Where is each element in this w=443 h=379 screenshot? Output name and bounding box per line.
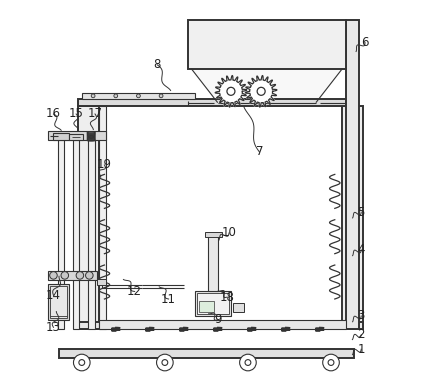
Circle shape	[85, 272, 93, 279]
Bar	[53, 133, 69, 139]
Circle shape	[257, 87, 265, 95]
Bar	[195, 291, 231, 316]
Circle shape	[245, 360, 251, 365]
Circle shape	[50, 272, 57, 279]
Circle shape	[156, 354, 173, 371]
Circle shape	[159, 94, 163, 98]
Text: 8: 8	[154, 58, 161, 71]
Bar	[346, 20, 359, 329]
Circle shape	[114, 94, 118, 98]
Text: 16: 16	[46, 108, 61, 121]
Polygon shape	[215, 75, 247, 107]
Circle shape	[91, 94, 95, 98]
Circle shape	[136, 94, 140, 98]
Text: 14: 14	[46, 289, 61, 302]
Text: 15: 15	[69, 108, 84, 121]
Polygon shape	[191, 23, 342, 103]
Bar	[59, 349, 354, 357]
Text: 1: 1	[358, 343, 365, 356]
Circle shape	[79, 360, 85, 365]
Text: 9: 9	[214, 313, 222, 326]
Bar	[208, 235, 218, 291]
Text: 2: 2	[358, 328, 365, 341]
Circle shape	[328, 360, 334, 365]
Bar	[205, 232, 222, 237]
Circle shape	[76, 272, 84, 279]
Bar	[197, 293, 229, 314]
Bar	[58, 140, 64, 329]
Bar	[73, 140, 79, 329]
Circle shape	[227, 87, 235, 95]
Text: 10: 10	[222, 226, 237, 240]
Bar	[342, 106, 363, 329]
Bar	[78, 322, 363, 329]
Bar	[82, 93, 195, 99]
Bar	[187, 20, 346, 69]
Text: 13: 13	[46, 321, 61, 334]
Text: 12: 12	[127, 285, 142, 298]
Bar	[50, 286, 67, 318]
Polygon shape	[245, 75, 277, 107]
Text: 3: 3	[358, 310, 365, 323]
Text: 4: 4	[358, 243, 365, 257]
Bar	[78, 106, 99, 329]
Circle shape	[162, 360, 168, 365]
Bar	[69, 134, 83, 139]
Text: 18: 18	[220, 291, 235, 304]
Bar	[97, 279, 106, 285]
Text: 19: 19	[97, 158, 112, 171]
Text: 11: 11	[161, 293, 176, 305]
Bar	[48, 284, 69, 320]
Text: 6: 6	[361, 36, 369, 49]
Circle shape	[61, 272, 69, 279]
Circle shape	[240, 354, 256, 371]
Bar	[78, 99, 346, 106]
Bar	[99, 320, 346, 329]
Bar	[88, 140, 95, 329]
Text: 7: 7	[256, 145, 263, 158]
Bar	[48, 271, 97, 280]
Bar	[233, 303, 244, 312]
Text: 5: 5	[358, 206, 365, 219]
Circle shape	[323, 354, 339, 371]
Bar	[199, 301, 214, 312]
Text: 17: 17	[88, 108, 102, 121]
Bar	[99, 106, 106, 329]
Bar	[48, 131, 106, 140]
Circle shape	[74, 354, 90, 371]
